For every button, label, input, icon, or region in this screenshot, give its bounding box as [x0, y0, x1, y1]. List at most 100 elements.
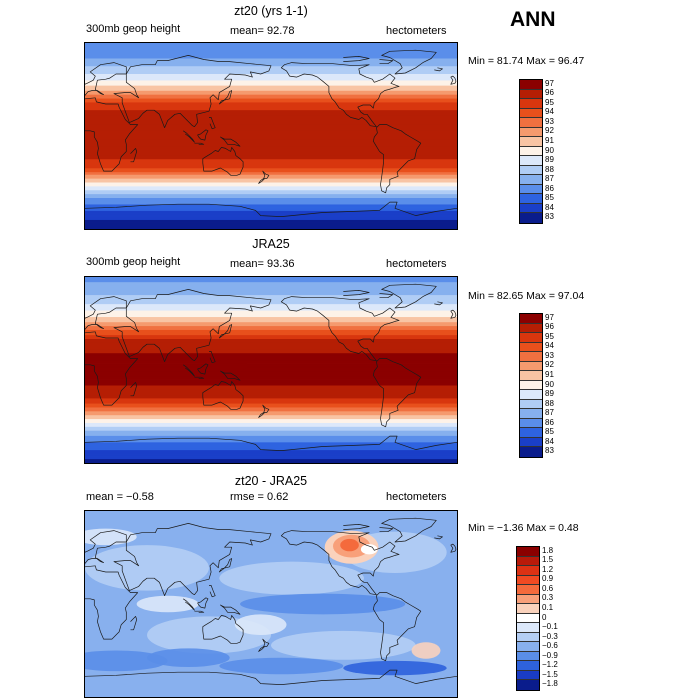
contour-band: [85, 442, 457, 445]
panel1-mean: mean= 92.78: [230, 25, 295, 37]
contour-band: [85, 105, 457, 107]
colorbar-swatch: [520, 323, 542, 334]
contour-band: [85, 110, 457, 112]
colorbar-swatch: [517, 623, 539, 633]
coastline: [258, 638, 270, 652]
contour-band: [85, 76, 457, 79]
contour-band: [85, 148, 457, 151]
contour-band: [85, 161, 457, 164]
contour-band: [85, 377, 457, 380]
contour-band: [85, 115, 457, 118]
coastline: [381, 283, 437, 309]
coastline: [280, 296, 400, 362]
colorbar-tick-label: 91: [545, 369, 554, 379]
contour-band: [85, 390, 457, 393]
contour-band: [85, 114, 457, 116]
coastline: [343, 56, 370, 62]
coastline: [202, 615, 244, 644]
coastline: [194, 376, 205, 379]
contour-band: [85, 388, 457, 390]
contour-band: [85, 77, 457, 80]
contour-band: [85, 201, 457, 204]
contour-band: [85, 421, 457, 424]
contour-band: [85, 407, 457, 410]
contour-band: [85, 116, 457, 119]
contour-band: [85, 284, 457, 287]
contour-region: [147, 648, 230, 668]
contour-band: [85, 213, 457, 216]
colorbar-tick-label: −1.5: [542, 669, 558, 679]
contour-band: [85, 92, 457, 94]
contour-band: [85, 164, 457, 167]
panel1-contour-map: [85, 43, 457, 229]
panel3-units: hectometers: [386, 491, 447, 503]
contour-band: [85, 364, 457, 367]
contour-band: [85, 85, 457, 88]
contour-band: [85, 279, 457, 282]
contour-band: [85, 452, 457, 455]
contour-band: [85, 70, 457, 72]
contour-band: [85, 88, 457, 90]
contour-band: [85, 194, 457, 196]
contour-band: [85, 277, 457, 279]
contour-band: [85, 434, 457, 437]
contour-band: [85, 150, 457, 152]
contour-band: [85, 425, 457, 428]
colorbar-tick-label: 92: [545, 126, 554, 136]
contour-band: [85, 200, 457, 203]
contour-band: [85, 71, 457, 74]
panel3-title: zt20 - JRA25: [234, 474, 308, 488]
colorbar-tick-label: 84: [545, 436, 554, 446]
colorbar-swatch: [517, 566, 539, 576]
contour-band: [85, 62, 457, 65]
colorbar-tick-label: 84: [545, 202, 554, 212]
contour-band: [85, 81, 457, 84]
contour-band: [85, 367, 457, 370]
panel1-colorbar: [519, 79, 543, 224]
contour-band: [85, 411, 457, 414]
contour-band: [85, 80, 457, 83]
contour-band: [85, 384, 457, 386]
colorbar-tick-label: −0.9: [542, 650, 558, 660]
colorbar-swatch: [520, 80, 542, 90]
contour-band: [85, 278, 457, 280]
contour-region: [271, 630, 416, 660]
contour-band: [85, 142, 457, 145]
colorbar-tick-label: 95: [545, 97, 554, 107]
contour-band: [85, 375, 457, 377]
coastline: [183, 364, 195, 377]
panel2-units: hectometers: [386, 258, 447, 270]
contour-region: [85, 545, 209, 591]
contour-band: [85, 106, 457, 108]
contour-band: [85, 391, 457, 394]
contour-band: [85, 168, 457, 170]
contour-band: [85, 185, 457, 187]
contour-band: [85, 191, 457, 194]
contour-band: [85, 408, 457, 411]
coastline: [343, 290, 370, 296]
contour-band: [85, 94, 457, 97]
contour-band: [85, 406, 457, 408]
coastline: [280, 530, 400, 596]
contour-band: [85, 132, 457, 134]
contour-region: [85, 650, 168, 672]
contour-band: [85, 381, 457, 384]
colorbar-swatch: [520, 390, 542, 400]
contour-band: [85, 424, 457, 426]
contour-band: [85, 84, 457, 87]
colorbar-tick-label: 96: [545, 322, 554, 332]
contour-band: [85, 453, 457, 456]
contour-band: [85, 358, 457, 361]
coastline: [197, 363, 209, 375]
colorbar-swatch: [520, 203, 542, 214]
coastline: [194, 610, 205, 613]
contour-band: [85, 448, 457, 451]
colorbar-tick-label: 1.2: [542, 564, 554, 574]
coastline: [85, 435, 457, 451]
contour-band: [85, 44, 457, 46]
colorbar-swatch: [520, 428, 542, 438]
colorbar-swatch: [520, 184, 542, 195]
colorbar-swatch: [520, 194, 542, 204]
contour-band: [85, 314, 457, 317]
panel3-colorbar: [516, 546, 540, 691]
